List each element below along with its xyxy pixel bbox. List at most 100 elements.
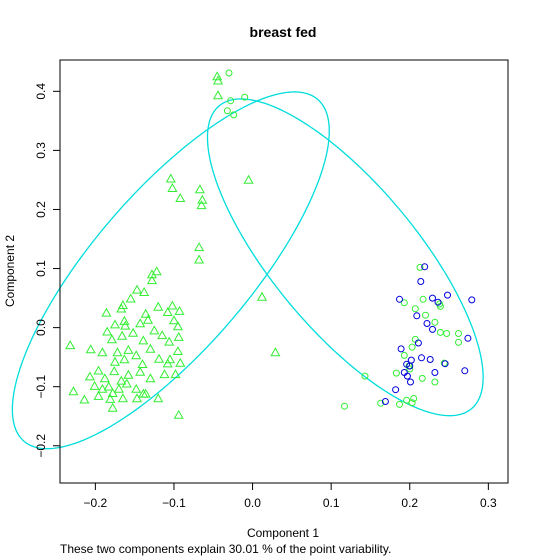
green-circle-point (230, 111, 238, 119)
triangle-point (68, 386, 79, 396)
triangle-point (109, 356, 121, 366)
blue-circle-point (429, 294, 436, 302)
triangle-point (131, 383, 142, 393)
blue-circle-point (403, 372, 411, 380)
triangle-point (65, 340, 76, 350)
green-circle-point (361, 372, 369, 380)
points-layer (65, 69, 476, 419)
y-axis-label: Component 2 (3, 235, 17, 307)
triangle-point (167, 300, 178, 310)
blue-circle-point (444, 291, 451, 299)
triangle-point (165, 173, 176, 183)
triangle-point (79, 394, 90, 404)
green-circle-point (455, 330, 462, 337)
triangle-point (109, 366, 120, 376)
y-tick-label: 0.1 (34, 260, 48, 277)
green-circle-point (436, 328, 444, 336)
y-tick-label: −0.2 (34, 434, 48, 458)
triangle-point (89, 380, 100, 390)
triangle-point (138, 335, 149, 345)
triangle-point (84, 371, 95, 381)
triangle-point (93, 365, 104, 375)
blue-circle-point (464, 334, 472, 342)
triangle-point (109, 319, 121, 329)
green-circle-point (341, 402, 348, 410)
triangle-point (212, 75, 224, 85)
triangle-point (117, 330, 128, 340)
triangle-point (121, 378, 132, 388)
triangle-point (212, 90, 224, 100)
y-tick-label: −0.1 (34, 375, 48, 399)
triangle-point (131, 350, 142, 360)
triangle-point (175, 357, 186, 367)
green-circle-point (411, 305, 419, 313)
triangle-point (135, 318, 146, 328)
ellipse-2 (206, 98, 484, 417)
plot-frame (59, 59, 509, 484)
blue-circle-point (413, 312, 421, 320)
triangle-point (142, 314, 154, 324)
triangle-point (196, 200, 207, 210)
green-circle-point (408, 399, 416, 407)
blue-circle-point (406, 362, 414, 370)
green-circle-point (400, 351, 408, 359)
blue-circle-point (418, 354, 425, 362)
blue-circle-point (429, 325, 436, 333)
green-circle-point (410, 395, 418, 402)
triangle-point (128, 327, 139, 337)
x-tick-label: 0.1 (323, 496, 340, 510)
triangle-point (243, 174, 254, 184)
green-circle-point (431, 318, 439, 326)
green-circle-point (408, 343, 416, 351)
triangle-point (170, 369, 181, 379)
blue-circle-point (381, 398, 389, 405)
triangle-point (146, 275, 158, 285)
green-circle-point (392, 369, 400, 377)
triangle-point (106, 334, 117, 344)
triangle-point (116, 375, 127, 385)
triangle-point (270, 347, 281, 357)
x-tick-label: −0.2 (84, 496, 108, 510)
blue-circle-point (441, 360, 449, 368)
triangle-point (145, 373, 156, 383)
triangle-point (103, 381, 114, 391)
triangle-point (116, 303, 127, 313)
triangle-point (93, 390, 104, 400)
blue-circle-point (396, 295, 403, 303)
green-circle-point (241, 93, 249, 101)
triangle-point (138, 388, 149, 398)
triangle-point (139, 286, 150, 296)
blue-circle-point (417, 278, 425, 285)
x-tick-label: 0.0 (244, 496, 261, 510)
triangle-point (153, 353, 165, 363)
blue-circle-point (397, 345, 405, 353)
green-circle-point (422, 311, 429, 319)
green-circle-point (440, 359, 448, 367)
x-tick-label: 0.2 (401, 496, 418, 510)
blue-circle-point (431, 369, 439, 376)
green-circle-point (223, 107, 231, 115)
triangle-point (101, 307, 112, 317)
triangle-point (102, 326, 113, 336)
triangle-point (151, 266, 162, 276)
triangle-point (97, 383, 108, 393)
triangle-point (153, 393, 164, 403)
x-tick-label: −0.1 (162, 496, 186, 510)
triangle-point (107, 402, 118, 412)
triangle-point (140, 308, 151, 318)
triangle-point (162, 358, 173, 368)
blue-circle-point (407, 378, 414, 386)
blue-circle-point (414, 339, 422, 347)
triangle-point (85, 344, 96, 354)
x-axis-label: Component 1 (247, 526, 319, 540)
triangle-point (146, 269, 158, 279)
green-circle-point (396, 400, 403, 408)
blue-circle-point (461, 367, 469, 375)
triangle-point (172, 346, 183, 355)
variability-caption: These two components explain 30.01 % of … (60, 542, 392, 556)
triangle-point (119, 354, 130, 364)
triangle-point (164, 336, 175, 346)
chart-title: breast fed (250, 24, 317, 40)
